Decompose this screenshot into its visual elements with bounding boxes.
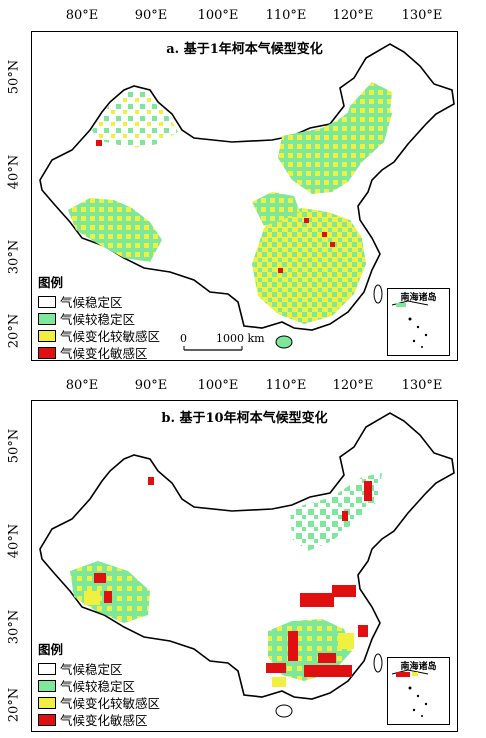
legend-item-rel-sensitive: 气候变化较敏感区 [38,327,160,344]
legend-b: 图例 气候稳定区 气候较稳定区 气候变化较敏感区 气候变化敏感区 [38,639,160,728]
sensitive-cell [318,653,336,663]
legend-label: 气候变化敏感区 [60,713,148,728]
swatch-rel-sensitive [38,329,56,342]
sensitive-cell [304,218,309,223]
sensitive-cell [322,232,327,237]
legend-title: 图例 [38,642,64,657]
taiwan-island [373,284,383,304]
lon-tick: 120°E [332,8,374,23]
legend-a: 图例 气候稳定区 气候较稳定区 气候变化较敏感区 气候变化敏感区 [38,272,160,361]
sensitive-cell [358,625,368,637]
legend-item-rel-sensitive: 气候变化较敏感区 [38,694,160,711]
lat-tick: 50°N [6,428,22,464]
lon-tick: 130°E [401,378,443,393]
legend-label: 气候变化敏感区 [60,346,148,361]
swatch-rel-stable [38,312,56,325]
legend-item-sensitive: 气候变化敏感区 [38,711,160,728]
lon-tick: 80°E [65,378,99,393]
sensitive-cell [330,242,335,247]
legend-label: 气候稳定区 [60,662,123,677]
inset-south-china-sea-a: 南海诸岛 [387,288,450,356]
lon-tick: 110°E [265,378,307,393]
sensitive-cell [342,511,348,521]
region-center-a [252,192,300,226]
panel-title-b: b. 基于10年柯本气候型变化 [161,411,328,426]
scale-zero: 0 [180,332,187,345]
lat-tick: 40°N [6,154,22,190]
rel-sensitive-cell [84,591,100,605]
lon-tick: 90°E [134,8,168,23]
legend-item-stable: 气候稳定区 [38,293,160,310]
inset-label: 南海诸岛 [400,293,437,303]
lon-tick: 100°E [197,8,239,23]
inset-map-b [391,669,429,717]
lat-tick: 20°N [6,687,22,723]
sensitive-cell [104,591,112,603]
scale-length: 1000 km [216,332,265,345]
swatch-stable [38,295,56,308]
region-northeast-a [344,82,392,158]
swatch-sensitive [38,713,56,726]
sensitive-cell [278,268,283,273]
map-panel-a: a. 基于1年柯本气候型变化 图例 气候稳定区 气候较稳定区 气候变化较敏感区 … [31,31,458,361]
region-west-a [68,198,162,262]
sensitive-cell [94,573,106,583]
sensitive-cell [288,631,298,661]
rel-sensitive-cell [272,677,286,687]
china-outline [39,412,455,700]
lon-tick: 120°E [332,378,374,393]
sensitive-cell [304,665,352,677]
legend-item-rel-stable: 气候较稳定区 [38,677,160,694]
legend-item-sensitive: 气候变化敏感区 [38,344,160,361]
sensitive-cell [332,585,356,597]
region-north-b [290,473,382,551]
swatch-stable [38,662,56,675]
lon-tick: 80°E [65,8,99,23]
taiwan-island [373,653,383,673]
inset-label: 南海诸岛 [400,662,437,672]
lat-tick: 40°N [6,523,22,559]
inset-map-a [391,300,429,348]
lon-tick: 100°E [197,378,239,393]
hainan-island [275,335,293,349]
inset-south-china-sea-b: 南海诸岛 [387,657,450,725]
legend-title: 图例 [38,275,64,290]
lat-tick: 50°N [6,59,22,95]
hainan-island [275,704,293,718]
lon-tick: 90°E [134,378,168,393]
region-south-a [252,208,366,324]
legend-item-rel-stable: 气候较稳定区 [38,310,160,327]
legend-label: 气候较稳定区 [60,679,136,694]
map-a [39,43,455,351]
map-b [39,412,455,718]
region-northwest-a [92,92,178,148]
swatch-rel-stable [38,679,56,692]
lat-tick: 20°N [6,313,22,349]
legend-item-stable: 气候稳定区 [38,660,160,677]
legend-label: 气候变化较敏感区 [60,329,161,344]
sensitive-cell [364,481,372,501]
lat-tick: 30°N [6,239,22,275]
sensitive-cell [300,593,334,607]
legend-label: 气候稳定区 [60,295,123,310]
lon-tick: 130°E [401,8,443,23]
sensitive-cell [148,477,154,485]
rel-sensitive-cell [338,633,354,649]
map-panel-b: b. 基于10年柯本气候型变化 图例 气候稳定区 气候较稳定区 气候变化较敏感区… [31,400,458,732]
panel-title-a: a. 基于1年柯本气候型变化 [166,42,323,57]
swatch-rel-sensitive [38,696,56,709]
lat-tick: 30°N [6,609,22,645]
lon-tick: 110°E [265,8,307,23]
legend-label: 气候较稳定区 [60,312,136,327]
swatch-sensitive [38,346,56,359]
legend-label: 气候变化较敏感区 [60,696,161,711]
sensitive-cell [96,140,102,146]
sensitive-cell [266,663,286,673]
